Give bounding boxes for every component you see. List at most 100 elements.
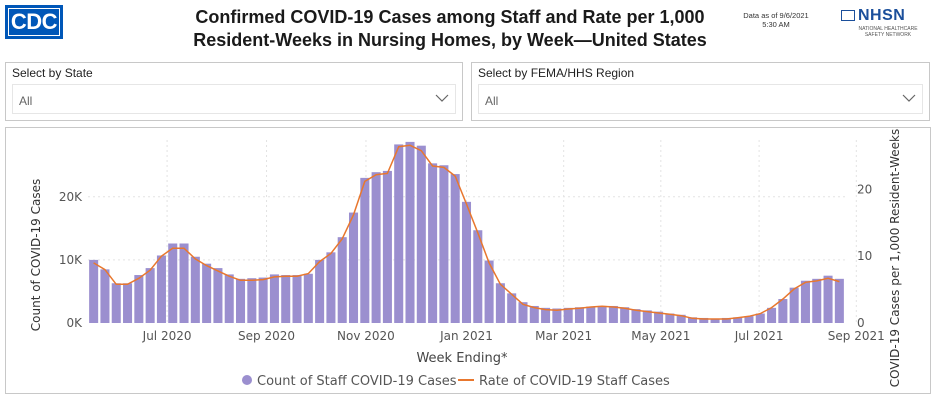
- bar[interactable]: [518, 302, 528, 323]
- bar[interactable]: [800, 280, 810, 323]
- bar[interactable]: [236, 278, 246, 323]
- bar[interactable]: [315, 259, 325, 323]
- bar[interactable]: [563, 307, 573, 323]
- bar[interactable]: [258, 277, 268, 323]
- bar[interactable]: [642, 310, 652, 323]
- bar[interactable]: [654, 311, 664, 323]
- legend-item-count: Count of Staff COVID-19 Cases: [257, 374, 457, 389]
- nhsn-logo-subtitle: NATIONAL HEALTHCARE SAFETY NETWORK: [844, 26, 932, 38]
- bar[interactable]: [100, 269, 110, 323]
- bar[interactable]: [360, 177, 370, 323]
- bar[interactable]: [574, 307, 585, 323]
- bar[interactable]: [382, 170, 392, 323]
- chevron-down-icon: [902, 94, 916, 102]
- nhsn-sub-line-2: SAFETY NETWORK: [864, 32, 912, 38]
- bar[interactable]: [371, 172, 381, 323]
- region-slicer: Select by FEMA/HHS Region All: [471, 62, 930, 121]
- chart-legend: Count of Staff COVID-19 Cases Rate of CO…: [242, 374, 670, 389]
- bar[interactable]: [620, 307, 630, 323]
- x-tick-label: Sep 2020: [238, 329, 295, 343]
- nhsn-logo-text: NHSN: [858, 7, 906, 24]
- bar[interactable]: [507, 293, 517, 323]
- bar[interactable]: [213, 268, 223, 323]
- bar[interactable]: [89, 259, 99, 323]
- bar[interactable]: [190, 256, 200, 323]
- legend-item-rate: Rate of COVID-19 Staff Cases: [479, 374, 670, 389]
- bar[interactable]: [224, 274, 234, 323]
- x-axis-title: Week Ending*: [416, 351, 508, 366]
- nhsn-sub-line-1: NATIONAL HEALTHCARE: [858, 26, 918, 32]
- title-line-1: Confirmed COVID-19 Cases among Staff and…: [195, 7, 705, 27]
- bar[interactable]: [473, 230, 483, 323]
- page-title: Confirmed COVID-19 Cases among Staff and…: [160, 6, 740, 52]
- bar[interactable]: [428, 163, 438, 323]
- bar[interactable]: [597, 305, 607, 323]
- x-tick-label: Jan 2021: [439, 329, 493, 343]
- region-dropdown[interactable]: All: [478, 84, 923, 114]
- cdc-logo: CDC: [5, 5, 63, 39]
- y2-tick-label: 0: [857, 316, 865, 330]
- bar[interactable]: [541, 307, 551, 323]
- bar[interactable]: [495, 283, 505, 323]
- y2-axis-title: COVID-19 Cases per 1,000 Resident-Weeks: [888, 129, 902, 387]
- bar[interactable]: [461, 201, 472, 323]
- bar[interactable]: [405, 141, 415, 323]
- bar[interactable]: [665, 313, 675, 323]
- bar[interactable]: [755, 313, 765, 323]
- bar[interactable]: [608, 305, 618, 323]
- bar[interactable]: [721, 317, 731, 323]
- bar[interactable]: [552, 308, 562, 323]
- bar[interactable]: [631, 309, 641, 323]
- chart-gridlines: [88, 140, 857, 323]
- bar[interactable]: [348, 212, 359, 323]
- as-of-date: Data as of 9/6/2021: [743, 11, 809, 20]
- bar[interactable]: [439, 165, 449, 323]
- bar[interactable]: [292, 275, 302, 323]
- bar[interactable]: [337, 237, 347, 323]
- bar[interactable]: [450, 174, 460, 323]
- bar[interactable]: [179, 243, 189, 323]
- bar[interactable]: [823, 275, 833, 323]
- bar[interactable]: [767, 307, 777, 323]
- y2-tick-label: 20: [857, 182, 872, 196]
- bar[interactable]: [123, 283, 133, 323]
- bar[interactable]: [281, 275, 291, 323]
- bar[interactable]: [416, 145, 426, 323]
- y-tick-label: 20K: [59, 190, 83, 204]
- bar[interactable]: [676, 314, 686, 323]
- nhsn-logo: NHSN NATIONAL HEALTHCARE SAFETY NETWORK: [840, 7, 932, 40]
- state-dropdown[interactable]: All: [12, 84, 456, 114]
- bar[interactable]: [394, 144, 404, 323]
- bar[interactable]: [733, 317, 743, 323]
- x-axis-ticks: Jul 2020 Sep 2020 Nov 2020 Jan 2021 Mar 2021…: [142, 329, 885, 343]
- chart-panel: 0K 10K 20K 0 10 20 Jul 2020 Sep 2020 Nov 2020 J…: [5, 127, 931, 394]
- bar[interactable]: [168, 243, 178, 323]
- bar[interactable]: [744, 316, 754, 323]
- x-tick-label: May 2021: [631, 329, 690, 343]
- y2-tick-label: 10: [857, 249, 872, 263]
- bar[interactable]: [202, 263, 212, 323]
- bar[interactable]: [134, 275, 144, 323]
- bar[interactable]: [699, 317, 709, 323]
- bar[interactable]: [145, 268, 155, 323]
- bar[interactable]: [710, 318, 720, 323]
- bar[interactable]: [586, 306, 596, 323]
- bar[interactable]: [156, 255, 166, 323]
- bar[interactable]: [529, 305, 539, 323]
- bar[interactable]: [789, 287, 799, 323]
- bar[interactable]: [687, 317, 697, 323]
- bar[interactable]: [326, 252, 336, 323]
- bar[interactable]: [247, 278, 257, 323]
- bar[interactable]: [834, 278, 844, 323]
- bar[interactable]: [484, 260, 494, 323]
- bar[interactable]: [111, 283, 121, 323]
- bar[interactable]: [303, 273, 313, 323]
- bar[interactable]: [269, 274, 279, 323]
- x-tick-label: Jul 2021: [734, 329, 784, 343]
- state-slicer-label: Select by State: [12, 66, 93, 80]
- rate-line: [93, 144, 840, 320]
- x-tick-label: Mar 2021: [535, 329, 592, 343]
- x-tick-label: Sep 2021: [828, 329, 885, 343]
- bar[interactable]: [778, 299, 788, 323]
- bar[interactable]: [812, 278, 822, 323]
